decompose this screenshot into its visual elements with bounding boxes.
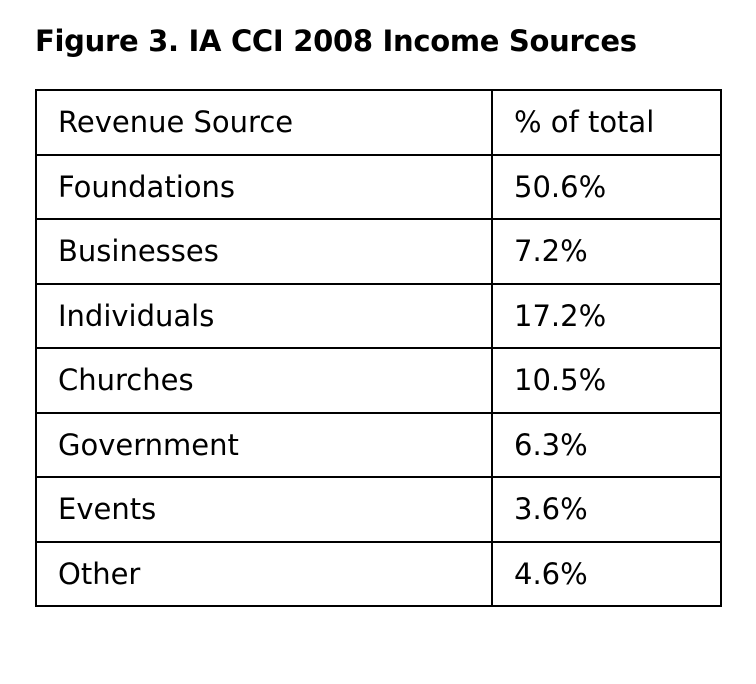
table-row: Other 4.6% <box>35 540 722 607</box>
percent-cell: 3.6% <box>491 476 722 543</box>
table-row: Events 3.6% <box>35 476 722 543</box>
table-row: Government 6.3% <box>35 411 722 478</box>
percent-cell: 10.5% <box>491 347 722 414</box>
percent-cell: 6.3% <box>491 411 722 478</box>
source-cell: Churches <box>35 347 493 414</box>
percent-cell: 7.2% <box>491 218 722 285</box>
source-cell: Events <box>35 476 493 543</box>
header-percent-of-total: % of total <box>491 89 722 156</box>
source-cell: Other <box>35 540 493 607</box>
table-header-row: Revenue Source % of total <box>35 89 722 156</box>
source-cell: Foundations <box>35 153 493 220</box>
source-cell: Businesses <box>35 218 493 285</box>
figure-title: Figure 3. IA CCI 2008 Income Sources <box>35 24 637 58</box>
percent-cell: 50.6% <box>491 153 722 220</box>
header-revenue-source: Revenue Source <box>35 89 493 156</box>
source-cell: Individuals <box>35 282 493 349</box>
percent-cell: 4.6% <box>491 540 722 607</box>
table-row: Foundations 50.6% <box>35 153 722 220</box>
table-row: Businesses 7.2% <box>35 218 722 285</box>
table-row: Churches 10.5% <box>35 347 722 414</box>
percent-cell: 17.2% <box>491 282 722 349</box>
table-row: Individuals 17.2% <box>35 282 722 349</box>
income-sources-table: Revenue Source % of total Foundations 50… <box>35 89 722 607</box>
source-cell: Government <box>35 411 493 478</box>
